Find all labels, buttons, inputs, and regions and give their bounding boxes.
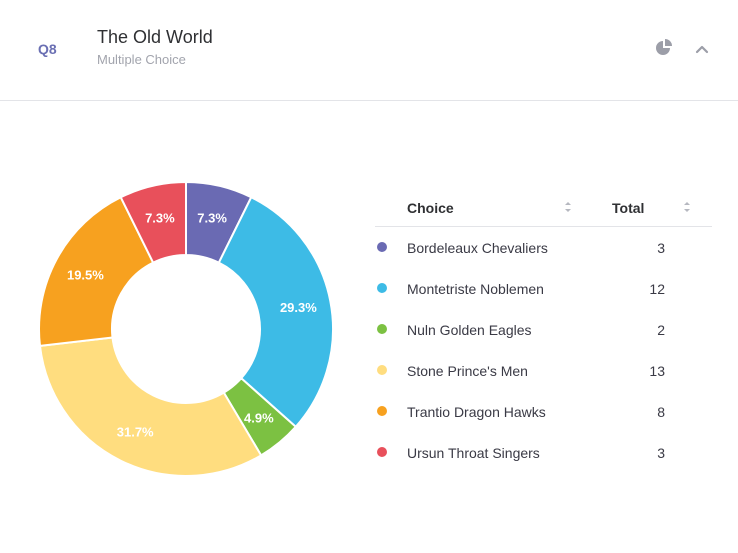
choice-label: Ursun Throat Singers <box>407 445 540 461</box>
pie-slice[interactable] <box>217 195 334 429</box>
slice-label: 7.3% <box>197 211 227 226</box>
table-body: Bordeleaux Chevaliers 3 Montetriste Noblem… <box>375 227 712 473</box>
slice-label: 29.3% <box>280 300 317 315</box>
slice-label: 31.7% <box>117 425 154 440</box>
chevron-up-icon[interactable] <box>694 42 710 56</box>
slice-label: 7.3% <box>145 211 175 226</box>
table-row: Ursun Throat Singers 3 <box>375 432 712 473</box>
slice-label: 4.9% <box>244 410 274 425</box>
donut-svg: 7.3% 29.3% 4.9% 31.7% 19.5% 7.3% <box>38 180 334 477</box>
question-type: Multiple Choice <box>97 52 186 67</box>
column-header-choice[interactable]: Choice <box>407 200 454 216</box>
legend-dot <box>377 406 387 416</box>
table-row: Nuln Golden Eagles 2 <box>375 309 712 350</box>
column-header-total[interactable]: Total <box>612 200 645 216</box>
table-header: Choice Total <box>375 186 712 227</box>
pie-slice[interactable] <box>38 336 263 477</box>
slice-label: 19.5% <box>67 267 104 282</box>
choice-total: 12 <box>649 281 665 297</box>
legend-dot <box>377 324 387 334</box>
choice-total: 3 <box>657 240 665 256</box>
results-table: Choice Total Bordeleaux Chevaliers 3 Monte… <box>375 186 712 473</box>
question-title: The Old World <box>97 27 213 47</box>
choice-label: Bordeleaux Chevaliers <box>407 240 548 256</box>
table-row: Montetriste Noblemen 12 <box>375 268 712 309</box>
question-number: Q8 <box>38 41 57 57</box>
pie-chart-icon[interactable] <box>654 38 674 58</box>
choice-total: 8 <box>657 404 665 420</box>
pie-slice[interactable] <box>38 195 155 347</box>
choice-total: 2 <box>657 322 665 338</box>
choice-total: 3 <box>657 445 665 461</box>
donut-chart: 7.3% 29.3% 4.9% 31.7% 19.5% 7.3% <box>0 170 360 490</box>
sort-arrows-icon[interactable] <box>564 200 572 214</box>
legend-dot <box>377 365 387 375</box>
pie-slice[interactable] <box>119 180 187 265</box>
legend-dot <box>377 447 387 457</box>
choice-total: 13 <box>649 363 665 379</box>
sort-arrows-icon[interactable] <box>683 200 691 214</box>
choice-label: Nuln Golden Eagles <box>407 322 532 338</box>
question-header: Q8 The Old World Multiple Choice <box>0 0 738 101</box>
table-row: Stone Prince's Men 13 <box>375 350 712 391</box>
table-row: Bordeleaux Chevaliers 3 <box>375 227 712 268</box>
choice-label: Trantio Dragon Hawks <box>407 404 546 420</box>
choice-label: Stone Prince's Men <box>407 363 528 379</box>
legend-dot <box>377 283 387 293</box>
table-row: Trantio Dragon Hawks 8 <box>375 391 712 432</box>
choice-label: Montetriste Noblemen <box>407 281 544 297</box>
legend-dot <box>377 242 387 252</box>
